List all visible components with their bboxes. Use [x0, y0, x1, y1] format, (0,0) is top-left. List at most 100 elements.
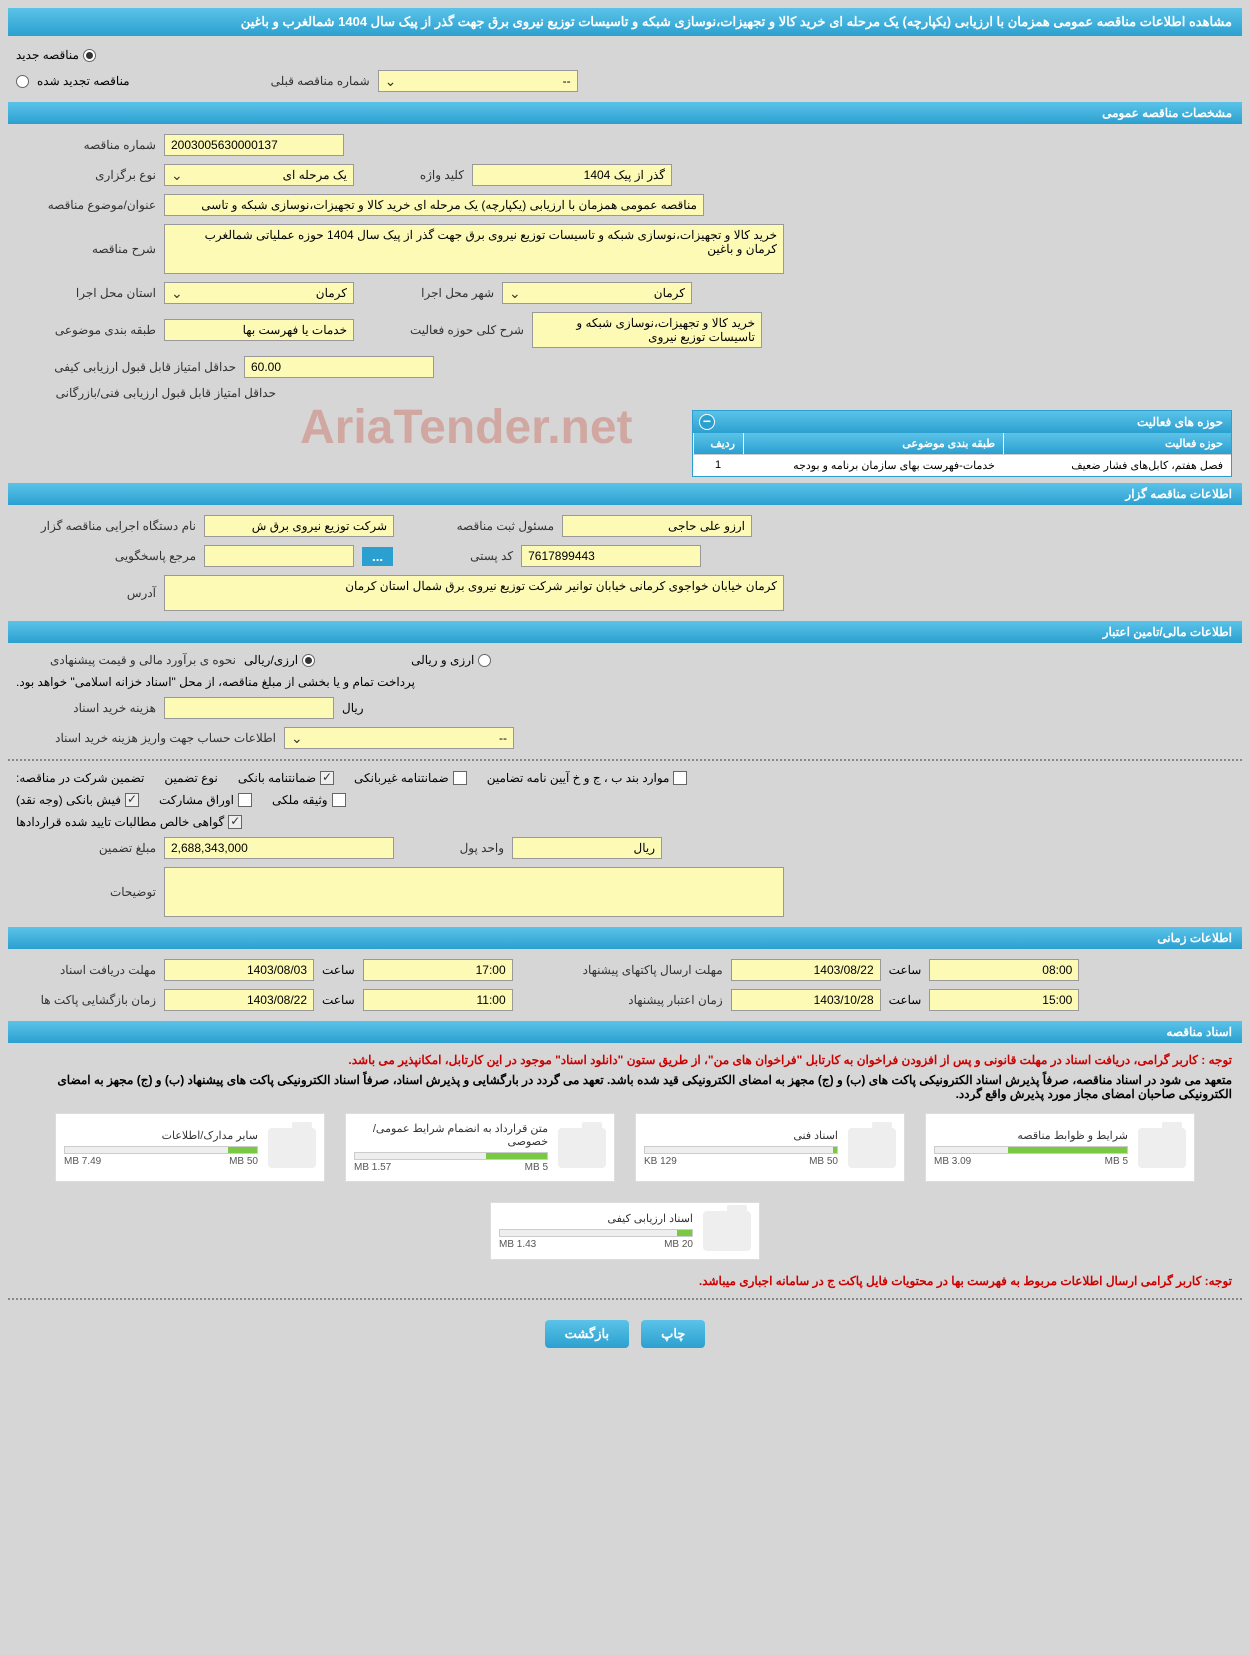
- file-name: اسناد فنی: [644, 1129, 838, 1142]
- radio-rial[interactable]: [302, 654, 315, 667]
- check-bank-guarantee: [320, 771, 334, 785]
- file-name: سایر مدارک/اطلاعات: [64, 1129, 258, 1142]
- collapse-icon[interactable]: −: [699, 414, 715, 430]
- notes-label: توضیحات: [16, 885, 156, 899]
- receive-label: مهلت دریافت اسناد: [16, 963, 156, 977]
- responsible-label: مسئول ثبت مناقصه: [434, 519, 554, 533]
- province-label: استان محل اجرا: [16, 286, 156, 300]
- notice-1: توجه : کاربر گرامی، دریافت اسناد در مهلت…: [8, 1049, 1242, 1071]
- address-field: کرمان خیابان خواجوی کرمانی خیابان توانیر…: [164, 575, 784, 611]
- th-scope: حوزه فعالیت: [1003, 433, 1231, 454]
- radio-new[interactable]: [83, 49, 96, 62]
- section-general: مشخصات مناقصه عمومی: [8, 102, 1242, 124]
- radio-currency[interactable]: [478, 654, 491, 667]
- contact-label: مرجع پاسخگویی: [16, 549, 196, 563]
- subject-field: مناقصه عمومی همزمان با ارزیابی (یکپارچه)…: [164, 194, 704, 216]
- scope-label: شرح کلی حوزه فعالیت: [394, 323, 524, 337]
- file-card[interactable]: اسناد ارزیابی کیفی 20 MB1.43 MB: [490, 1202, 760, 1260]
- send-time: 08:00: [929, 959, 1079, 981]
- unit-field: ریال: [512, 837, 662, 859]
- folder-icon: [558, 1128, 606, 1168]
- desc-label: شرح مناقصه: [16, 242, 156, 256]
- category-label: طبقه بندی موضوعی: [16, 323, 156, 337]
- account-label: اطلاعات حساب جهت واریز هزینه خرید اسناد: [16, 731, 276, 745]
- file-card[interactable]: شرایط و ظوابط مناقصه 5 MB3.09 MB: [925, 1113, 1195, 1182]
- watermark: AriaTender.net: [300, 400, 633, 455]
- province-select[interactable]: کرمان: [164, 282, 354, 304]
- check-securities[interactable]: [238, 793, 252, 807]
- check-bylaw[interactable]: [673, 771, 687, 785]
- city-label: شهر محل اجرا: [394, 286, 494, 300]
- radio-rial-label: ارزی/ریالی: [244, 653, 298, 667]
- unit-label: واحد پول: [434, 841, 504, 855]
- payment-note: پرداخت تمام و یا بخشی از مبلغ مناقصه، از…: [16, 675, 415, 689]
- responsible-field: ارزو علی حاجی: [562, 515, 752, 537]
- min-tech-label: حداقل امتیاز قابل قبول ارزیابی فنی/بازرگ…: [16, 386, 276, 400]
- activity-table-title: حوزه های فعالیت −: [693, 411, 1231, 433]
- file-card[interactable]: سایر مدارک/اطلاعات 50 MB7.49 MB: [55, 1113, 325, 1182]
- tender-no-label: شماره مناقصه: [16, 138, 156, 152]
- ellipsis-button[interactable]: ...: [362, 547, 393, 566]
- radio-currency-label: ارزی و ریالی: [411, 653, 474, 667]
- contact-field: [204, 545, 354, 567]
- hour-label-1: ساعت: [322, 963, 355, 977]
- method-select[interactable]: یک مرحله ای: [164, 164, 354, 186]
- section-timing: اطلاعات زمانی: [8, 927, 1242, 949]
- amount-field: 2,688,343,000: [164, 837, 394, 859]
- postal-field: 7617899443: [521, 545, 701, 567]
- cost-unit: ریال: [342, 701, 364, 715]
- back-button[interactable]: بازگشت: [545, 1320, 629, 1348]
- hour-label-3: ساعت: [322, 993, 355, 1007]
- guarantee-type-label: نوع تضمین: [164, 771, 217, 785]
- receive-date: 1403/08/03: [164, 959, 314, 981]
- validity-date: 1403/10/28: [731, 989, 881, 1011]
- radio-new-label: مناقصه جدید: [16, 48, 79, 62]
- city-select[interactable]: کرمان: [502, 282, 692, 304]
- table-row: 1 خدمات-فهرست بهای سازمان برنامه و بودجه…: [693, 454, 1231, 476]
- receive-time: 17:00: [363, 959, 513, 981]
- check-property[interactable]: [332, 793, 346, 807]
- check-nonbank[interactable]: [453, 771, 467, 785]
- prev-tender-select[interactable]: --: [378, 70, 578, 92]
- notice-2: متعهد می شود در اسناد مناقصه، صرفاً پذیر…: [8, 1071, 1242, 1103]
- hour-label-4: ساعت: [889, 993, 922, 1007]
- scope-field: خرید کالا و تجهیزات،نوسازی شبکه و تاسیسا…: [532, 312, 762, 348]
- address-label: آدرس: [16, 586, 156, 600]
- notes-field: [164, 867, 784, 917]
- th-category: طبقه بندی موضوعی: [743, 433, 1003, 454]
- file-name: شرایط و ظوابط مناقصه: [934, 1129, 1128, 1142]
- file-card[interactable]: متن قرارداد به انضمام شرایط عمومی/خصوصی …: [345, 1113, 615, 1182]
- estimate-label: نحوه ی برآورد مالی و قیمت پیشنهادی: [16, 653, 236, 667]
- file-name: متن قرارداد به انضمام شرایط عمومی/خصوصی: [354, 1122, 548, 1148]
- agency-field: شرکت توزیع نیروی برق ش: [204, 515, 394, 537]
- folder-icon: [848, 1128, 896, 1168]
- radio-renewed[interactable]: [16, 75, 29, 88]
- send-date: 1403/08/22: [731, 959, 881, 981]
- validity-label: زمان اعتبار پیشنهاد: [553, 993, 723, 1007]
- desc-field: خرید کالا و تجهیزات،نوسازی شبکه و تاسیسا…: [164, 224, 784, 274]
- activity-table: حوزه های فعالیت − ردیف طبقه بندی موضوعی …: [692, 410, 1232, 477]
- print-button[interactable]: چاپ: [641, 1320, 705, 1348]
- account-select[interactable]: --: [284, 727, 514, 749]
- file-card[interactable]: اسناد فنی 50 MB129 KB: [635, 1113, 905, 1182]
- guarantee-label: تضمین شرکت در مناقصه:: [16, 771, 144, 785]
- folder-icon: [703, 1211, 751, 1251]
- open-date: 1403/08/22: [164, 989, 314, 1011]
- section-docs: اسناد مناقصه: [8, 1021, 1242, 1043]
- subject-label: عنوان/موضوع مناقصه: [16, 198, 156, 212]
- footer-notice: توجه: کاربر گرامی ارسال اطلاعات مربوط به…: [8, 1270, 1242, 1292]
- check-receipt: [125, 793, 139, 807]
- cost-label: هزینه خرید اسناد: [16, 701, 156, 715]
- prev-tender-label: شماره مناقصه قبلی: [230, 74, 370, 88]
- page-title: مشاهده اطلاعات مناقصه عمومی همزمان با ار…: [8, 8, 1242, 36]
- min-score-field: 60.00: [244, 356, 434, 378]
- send-label: مهلت ارسال پاکتهای پیشنهاد: [553, 963, 723, 977]
- file-name: اسناد ارزیابی کیفی: [499, 1212, 693, 1225]
- section-financial: اطلاعات مالی/تامین اعتبار: [8, 621, 1242, 643]
- open-label: زمان بازگشایی پاکت ها: [16, 993, 156, 1007]
- min-score-label: حداقل امتیاز قابل قبول ارزیابی کیفی: [16, 360, 236, 374]
- section-holder: اطلاعات مناقصه گزار: [8, 483, 1242, 505]
- radio-renewed-label: مناقصه تجدید شده: [37, 74, 130, 88]
- keyword-field: گذر از پیک 1404: [472, 164, 672, 186]
- file-grid: شرایط و ظوابط مناقصه 5 MB3.09 MB اسناد ف…: [8, 1103, 1242, 1270]
